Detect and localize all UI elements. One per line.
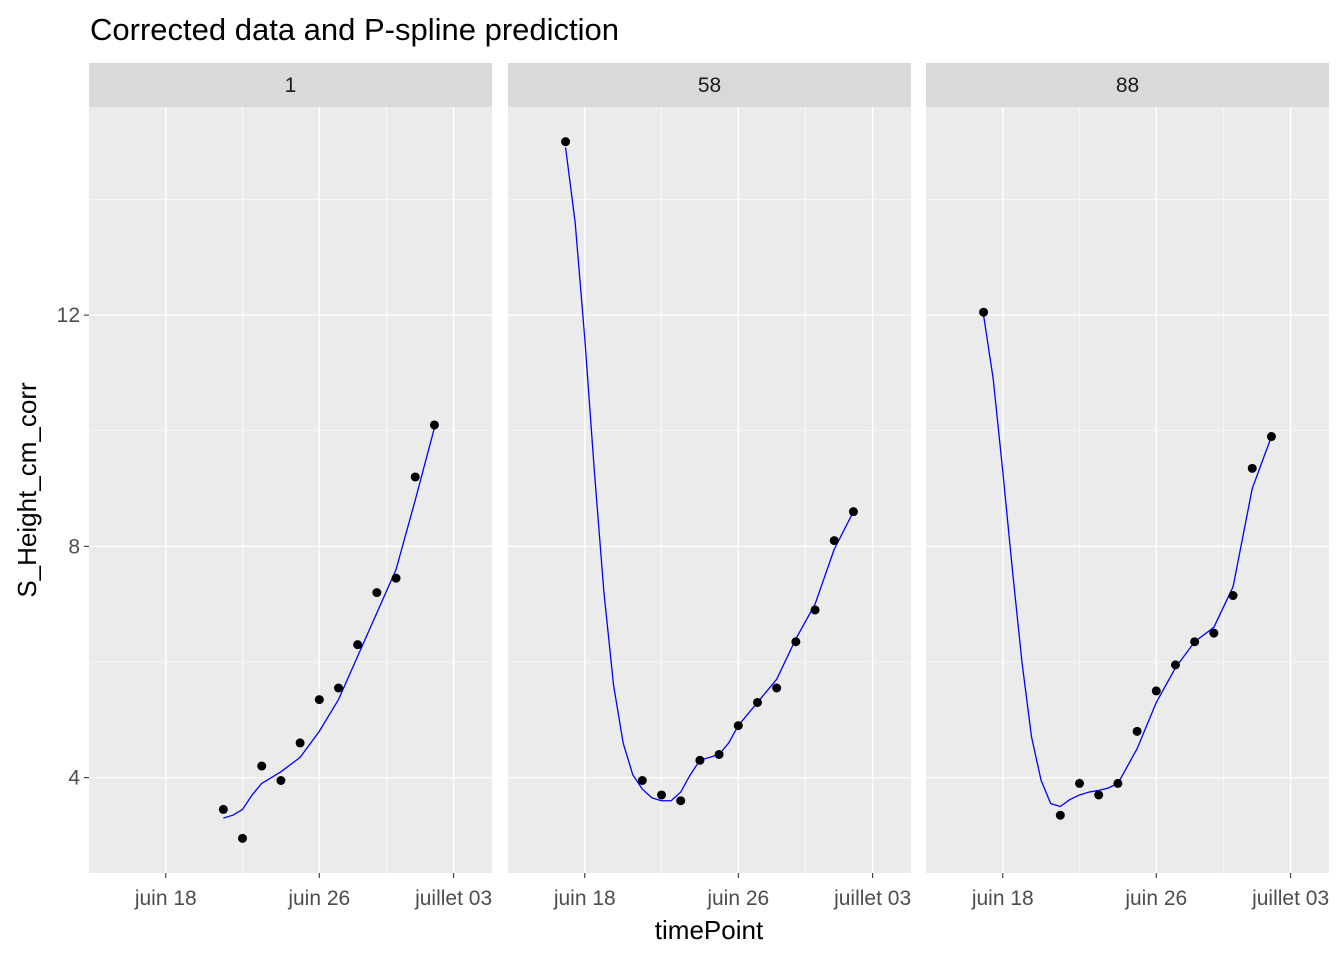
panel-58: 58 juin 18 juin 26 juillet 03 — [508, 63, 911, 910]
y-tick-label: 8 — [68, 535, 80, 558]
data-point — [353, 640, 363, 650]
panel-1: 1 juin 18 juin 26 juillet 03 — [89, 63, 492, 910]
data-point — [1132, 726, 1142, 736]
data-point — [637, 776, 647, 786]
data-point — [238, 833, 248, 843]
data-point — [276, 776, 286, 786]
x-tick-label: juin 26 — [1124, 887, 1187, 910]
data-point — [810, 605, 820, 615]
data-point — [372, 588, 382, 598]
data-point — [1075, 778, 1085, 788]
data-point — [1170, 660, 1180, 670]
facet-strip-label: 58 — [698, 74, 721, 97]
x-tick-label: juin 26 — [287, 887, 350, 910]
data-point — [218, 804, 228, 814]
facet-strip — [508, 63, 911, 107]
data-point — [429, 420, 439, 430]
data-point — [257, 761, 267, 771]
x-tick-label: juin 26 — [706, 887, 769, 910]
y-axis-title: S_Height_cm_corr — [12, 382, 42, 598]
data-point — [410, 472, 420, 482]
x-tick-label: juillet 03 — [414, 887, 492, 910]
data-point — [1113, 778, 1123, 788]
panel-background — [89, 107, 492, 873]
data-point — [1190, 637, 1200, 647]
data-point — [695, 755, 705, 765]
panels: 4 8 12 1 juin 18 juin 26 juillet 03 58 juin 18 ju… — [57, 63, 1329, 910]
data-point — [752, 697, 762, 707]
y-tick-label: 12 — [57, 304, 80, 327]
data-point — [979, 307, 989, 317]
data-point — [561, 137, 571, 147]
x-tick-label: juin 18 — [971, 887, 1034, 910]
data-point — [657, 790, 667, 800]
data-point — [733, 721, 743, 731]
x-tick-label: juin 18 — [553, 887, 616, 910]
x-tick-label: juillet 03 — [1251, 887, 1329, 910]
data-point — [1228, 591, 1238, 601]
facet-strip — [89, 63, 492, 107]
panel-background — [508, 107, 911, 873]
x-tick-label: juin 18 — [134, 887, 197, 910]
facet-strip-label: 88 — [1116, 74, 1139, 97]
y-tick-label: 4 — [68, 767, 80, 790]
data-point — [1209, 628, 1219, 638]
data-point — [1266, 432, 1276, 442]
panel-background — [926, 107, 1329, 873]
data-point — [676, 796, 686, 806]
data-point — [1055, 810, 1065, 820]
facet-strip — [926, 63, 1329, 107]
data-point — [791, 637, 801, 647]
data-point — [714, 749, 724, 759]
spline-line — [982, 315, 1273, 808]
data-point — [333, 683, 343, 693]
data-point — [295, 738, 305, 748]
spline-line — [564, 147, 855, 802]
facet-strip-label: 1 — [285, 74, 297, 97]
data-point — [391, 573, 401, 583]
panel-88: 88 juin 18 juin 26 juillet 03 — [926, 63, 1329, 910]
chart-title: Corrected data and P-spline prediction — [90, 12, 619, 47]
data-point — [314, 695, 324, 705]
x-tick-label: juillet 03 — [833, 887, 911, 910]
x-axis-title: timePoint — [655, 915, 764, 945]
data-point — [1247, 463, 1257, 473]
data-point — [848, 507, 858, 517]
data-point — [829, 536, 839, 546]
data-point — [1094, 790, 1104, 800]
data-point — [1151, 686, 1161, 696]
data-point — [772, 683, 782, 693]
